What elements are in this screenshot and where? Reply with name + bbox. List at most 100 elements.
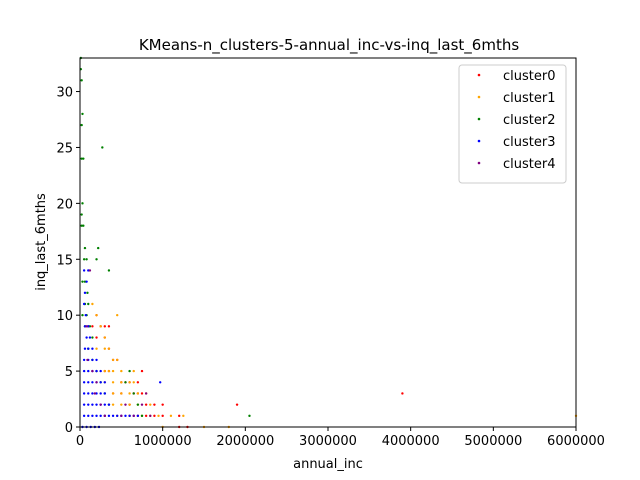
- point-cluster3-53: [128, 414, 131, 418]
- point-cluster3-52: [124, 414, 127, 418]
- chart-title: KMeans-n_clusters-5-annual_inc-vs-inq_la…: [139, 36, 520, 55]
- point-cluster2-23: [81, 313, 84, 317]
- x-tick-label: 3000000: [299, 434, 357, 449]
- point-cluster2-22: [87, 302, 90, 306]
- point-cluster4-6: [99, 403, 102, 406]
- point-cluster0-22: [140, 392, 144, 395]
- point-cluster1-0: [91, 302, 94, 306]
- point-cluster0-35: [235, 403, 239, 406]
- legend-label-cluster0: cluster0: [503, 69, 555, 84]
- point-cluster3-8: [85, 336, 88, 339]
- point-cluster4-10: [144, 392, 148, 395]
- point-cluster2-9: [80, 213, 83, 216]
- point-cluster3-11: [87, 347, 90, 350]
- point-cluster1-7: [107, 347, 111, 350]
- point-cluster3-12: [91, 347, 94, 350]
- point-cluster3-10: [83, 347, 87, 350]
- point-cluster3-48: [107, 414, 111, 418]
- y-tick-label: 5: [65, 365, 73, 380]
- point-cluster3-18: [87, 369, 90, 373]
- point-cluster4-11: [140, 403, 144, 406]
- point-cluster1-15: [132, 369, 135, 373]
- point-cluster2-20: [86, 291, 89, 295]
- point-cluster0-29: [144, 414, 148, 418]
- point-cluster3-22: [82, 381, 86, 384]
- point-cluster3-21: [99, 369, 102, 373]
- point-cluster2-13: [96, 246, 100, 250]
- point-cluster2-11: [82, 224, 85, 227]
- y-axis-ticks: 0 5 10 15 20 25 30: [56, 86, 80, 436]
- y-tick-label: 10: [56, 309, 73, 324]
- point-cluster2-2: [80, 79, 83, 82]
- legend-box: [458, 64, 567, 184]
- point-cluster0-32: [178, 414, 181, 418]
- point-cluster3-29: [82, 392, 86, 395]
- point-cluster3-4: [82, 302, 86, 306]
- legend-marker-cluster4: [477, 161, 481, 165]
- point-cluster3-50: [116, 414, 119, 418]
- point-cluster2-3: [81, 112, 84, 116]
- legend-marker-cluster3: [477, 139, 481, 143]
- x-tick-label: 5000000: [464, 434, 522, 449]
- point-cluster2-4: [80, 123, 83, 127]
- x-axis-ticks: 0 1000000 2000000 3000000 4000000 5000000 6000…: [76, 427, 605, 449]
- point-cluster0-6: [95, 336, 98, 339]
- point-cluster3-17: [82, 369, 86, 373]
- point-cluster1-5: [95, 347, 98, 350]
- point-cluster3-42: [82, 414, 86, 418]
- point-cluster1-37: [169, 414, 173, 418]
- point-cluster3-40: [103, 403, 107, 406]
- point-cluster3-49: [111, 414, 115, 418]
- point-cluster4-9: [132, 414, 135, 418]
- point-cluster3-24: [91, 381, 94, 384]
- point-cluster2-15: [85, 258, 88, 261]
- point-cluster1-3: [103, 336, 107, 339]
- legend-marker-cluster0: [477, 73, 481, 77]
- point-cluster3-27: [103, 381, 107, 384]
- point-cluster1-9: [116, 358, 119, 362]
- point-cluster3-2: [85, 280, 88, 283]
- point-cluster2-10: [80, 224, 83, 227]
- point-cluster3-46: [99, 414, 102, 418]
- point-cluster3-3: [83, 291, 87, 295]
- point-cluster4-0: [88, 269, 92, 272]
- point-cluster4-2: [86, 358, 89, 362]
- point-cluster3-15: [91, 358, 94, 362]
- legend-label-cluster4: cluster4: [503, 157, 555, 172]
- point-cluster0-26: [161, 403, 164, 406]
- point-cluster0-30: [153, 414, 156, 418]
- point-cluster3-6: [83, 325, 87, 328]
- point-cluster3-43: [87, 414, 90, 418]
- point-cluster1-2: [99, 325, 102, 328]
- point-cluster4-7: [103, 414, 107, 418]
- point-cluster1-6: [103, 347, 107, 350]
- y-axis-label: inq_last_6mths: [34, 193, 49, 291]
- point-cluster3-44: [91, 414, 94, 418]
- legend-marker-cluster2: [477, 117, 481, 121]
- x-tick-label: 1000000: [134, 434, 192, 449]
- point-cluster0-5: [107, 325, 111, 328]
- y-tick-label: 20: [56, 197, 73, 212]
- legend: cluster0 cluster1 cluster2 cluster3 cluster4: [458, 64, 567, 184]
- point-cluster2-38: [140, 414, 144, 418]
- point-cluster1-11: [103, 369, 107, 373]
- point-cluster1-12: [107, 369, 111, 373]
- point-cluster1-36: [157, 414, 160, 418]
- point-cluster0-17: [136, 381, 140, 384]
- point-cluster0-13: [140, 369, 144, 373]
- legend-label-cluster3: cluster3: [503, 135, 555, 150]
- point-cluster2-12: [83, 246, 87, 250]
- point-cluster3-38: [95, 403, 98, 406]
- point-cluster3-37: [91, 403, 94, 406]
- point-cluster2-34: [128, 369, 131, 373]
- point-cluster0-1: [91, 325, 94, 328]
- y-tick-label: 15: [56, 253, 73, 268]
- point-cluster0-4: [103, 325, 107, 328]
- point-cluster3-32: [95, 392, 98, 395]
- point-cluster1-20: [132, 381, 135, 384]
- point-cluster0-24: [144, 403, 148, 406]
- point-cluster1-18: [120, 381, 123, 384]
- point-cluster1-8: [111, 358, 115, 362]
- point-cluster1-26: [111, 403, 115, 406]
